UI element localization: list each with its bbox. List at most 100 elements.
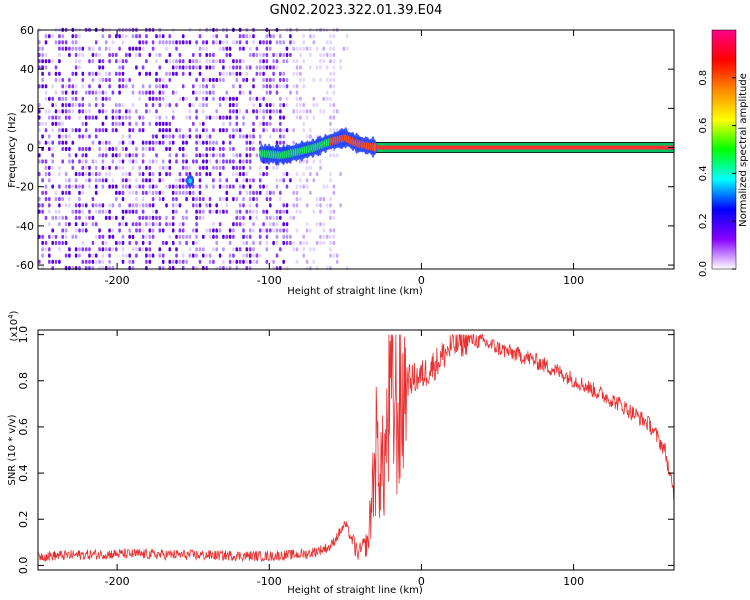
spectrogram-cell-379	[94, 96, 98, 101]
spectrogram-cell-1545	[275, 40, 279, 45]
spectrogram-cell-135	[58, 109, 61, 114]
spectrogram-cell-246	[74, 90, 78, 95]
spectrogram-cell-1642	[295, 190, 299, 195]
spectrogram-cell-360	[91, 59, 95, 64]
spectrogram-cell-660	[141, 247, 145, 252]
spectrogram-cell-1023	[198, 197, 202, 202]
spectrogram-cell-1263	[235, 215, 239, 220]
spectrogram-cell-604	[131, 259, 135, 264]
spectrogram-cell-1825	[332, 184, 336, 189]
spectrogram-cell-1662	[299, 178, 302, 183]
spectrogram-cell-1104	[208, 77, 212, 83]
colorbar-tick-label-2: 0.4	[698, 165, 709, 181]
spectrogram-cell-1756	[319, 165, 322, 170]
spectrogram-cell-838	[168, 222, 172, 227]
spectrogram-cell-17	[38, 52, 41, 58]
spectrogram-cell-1528	[275, 222, 279, 227]
spectrogram-cell-1382	[252, 190, 255, 195]
spectrogram-cell-405	[98, 52, 101, 58]
spectrogram-cell-1061	[202, 77, 205, 83]
spectrogram-cell-690	[145, 215, 148, 220]
spectrogram-cell-77	[48, 109, 51, 114]
spectrogram-cell-761	[155, 121, 158, 126]
spectrogram-cell-789	[158, 84, 162, 89]
spectrogram-cell-1112	[212, 228, 215, 233]
spectrogram-cell-52	[44, 121, 48, 126]
spectrogram-cell-1643	[295, 184, 299, 189]
spectrogram-cell-1784	[325, 77, 329, 83]
spectrogram-cell-1243	[232, 172, 235, 177]
spectrogram-cell-1613	[289, 240, 292, 246]
spectrogram-cell-1853	[339, 59, 342, 64]
spectrogram-cell-1134	[215, 247, 218, 252]
spectrogram-cell-1712	[309, 172, 312, 177]
spectrogram-cell-1289	[238, 172, 242, 177]
spectrogram-cell-249	[74, 65, 78, 70]
spectrogram-cell-841	[168, 165, 172, 170]
spectrogram-cell-1564	[279, 84, 282, 89]
spectrogram-cell-864	[171, 197, 175, 202]
spectrogram-cell-711	[148, 222, 152, 227]
spectrogram-cell-620	[131, 34, 135, 39]
spectrogram-cell-824	[165, 134, 168, 139]
spectrogram-cell-623	[135, 247, 138, 252]
spectrogram-cell-50	[44, 140, 48, 145]
spectrogram-cell-1537	[275, 140, 279, 145]
spectrogram-cell-1781	[325, 184, 329, 189]
spectrogram-cell-395	[98, 146, 101, 152]
spectrogram-cell-558	[121, 65, 125, 70]
spectrogram-cell-342	[88, 59, 91, 64]
spectrogram-cell-177	[64, 178, 68, 183]
spectrogram-cell-1256	[232, 59, 235, 64]
spectrogram-cell-343	[88, 46, 91, 51]
spectrogram-cell-297	[81, 103, 85, 108]
spectrogram-cell-1310	[242, 222, 245, 227]
spectrogram-cell-989	[192, 59, 195, 64]
spectrogram-cell-1125	[212, 84, 215, 89]
spectrogram-cell-1442	[262, 128, 265, 133]
spectrogram-cell-1624	[292, 240, 295, 246]
spectrogram-cell-810	[161, 96, 165, 101]
spectrogram-cell-1420	[258, 172, 262, 177]
spectrogram-cell-1686	[302, 103, 305, 108]
spectrogram-cell-950	[185, 153, 188, 158]
spectrogram-cell-723	[148, 109, 152, 114]
spectrogram-cell-47	[44, 172, 48, 177]
spectrogram-cell-1719	[309, 65, 312, 70]
spectrogram-cell-1841	[332, 34, 336, 39]
spectrogram-cell-122	[58, 222, 61, 227]
spectrogram-cell-285	[81, 209, 85, 214]
spectrogram-cell-1297	[238, 84, 242, 89]
spectrogram-cell-894	[175, 59, 178, 64]
spectrogram-cell-1015	[195, 65, 198, 70]
spectrogram-cell-877	[175, 259, 178, 264]
spectrogram-cell-1831	[332, 109, 336, 114]
spectrogram-cell-1028	[198, 165, 202, 170]
spectrogram-xtick-label-1: -100	[257, 274, 282, 287]
spectrogram-cell-85	[51, 234, 54, 239]
spectrogram-cell-129	[58, 165, 61, 170]
spectrogram-cell-1128	[212, 59, 215, 64]
spectrogram-cell-1008	[195, 134, 198, 139]
spectrogram-cell-759	[155, 140, 158, 145]
spectrogram-cell-673	[141, 153, 145, 158]
spectrogram-cell-629	[135, 197, 138, 202]
spectrogram-cell-914	[178, 40, 182, 45]
spectrogram-cell-251	[74, 52, 78, 58]
spectrogram-cell-1530	[275, 209, 279, 214]
spectrogram-cell-1273	[235, 109, 239, 114]
spectrogram-cell-1727	[312, 178, 316, 183]
spectrogram-cell-526	[118, 84, 121, 89]
spectrogram-cell-102	[54, 259, 58, 264]
spectrogram-cell-464	[108, 165, 111, 170]
spectrogram-cell-376	[94, 128, 98, 133]
spectrogram-cell-287	[81, 190, 85, 195]
spectrogram-cell-728	[148, 52, 152, 58]
spectrogram-cell-1229	[228, 103, 232, 108]
spectrogram-cell-1461	[265, 197, 269, 202]
spectrogram-cell-524	[118, 103, 121, 108]
spectrogram-cell-996	[195, 228, 198, 233]
spectrogram-cell-477	[111, 247, 115, 252]
spectrogram-cell-758	[155, 153, 158, 158]
spectrogram-cell-750	[151, 40, 155, 45]
